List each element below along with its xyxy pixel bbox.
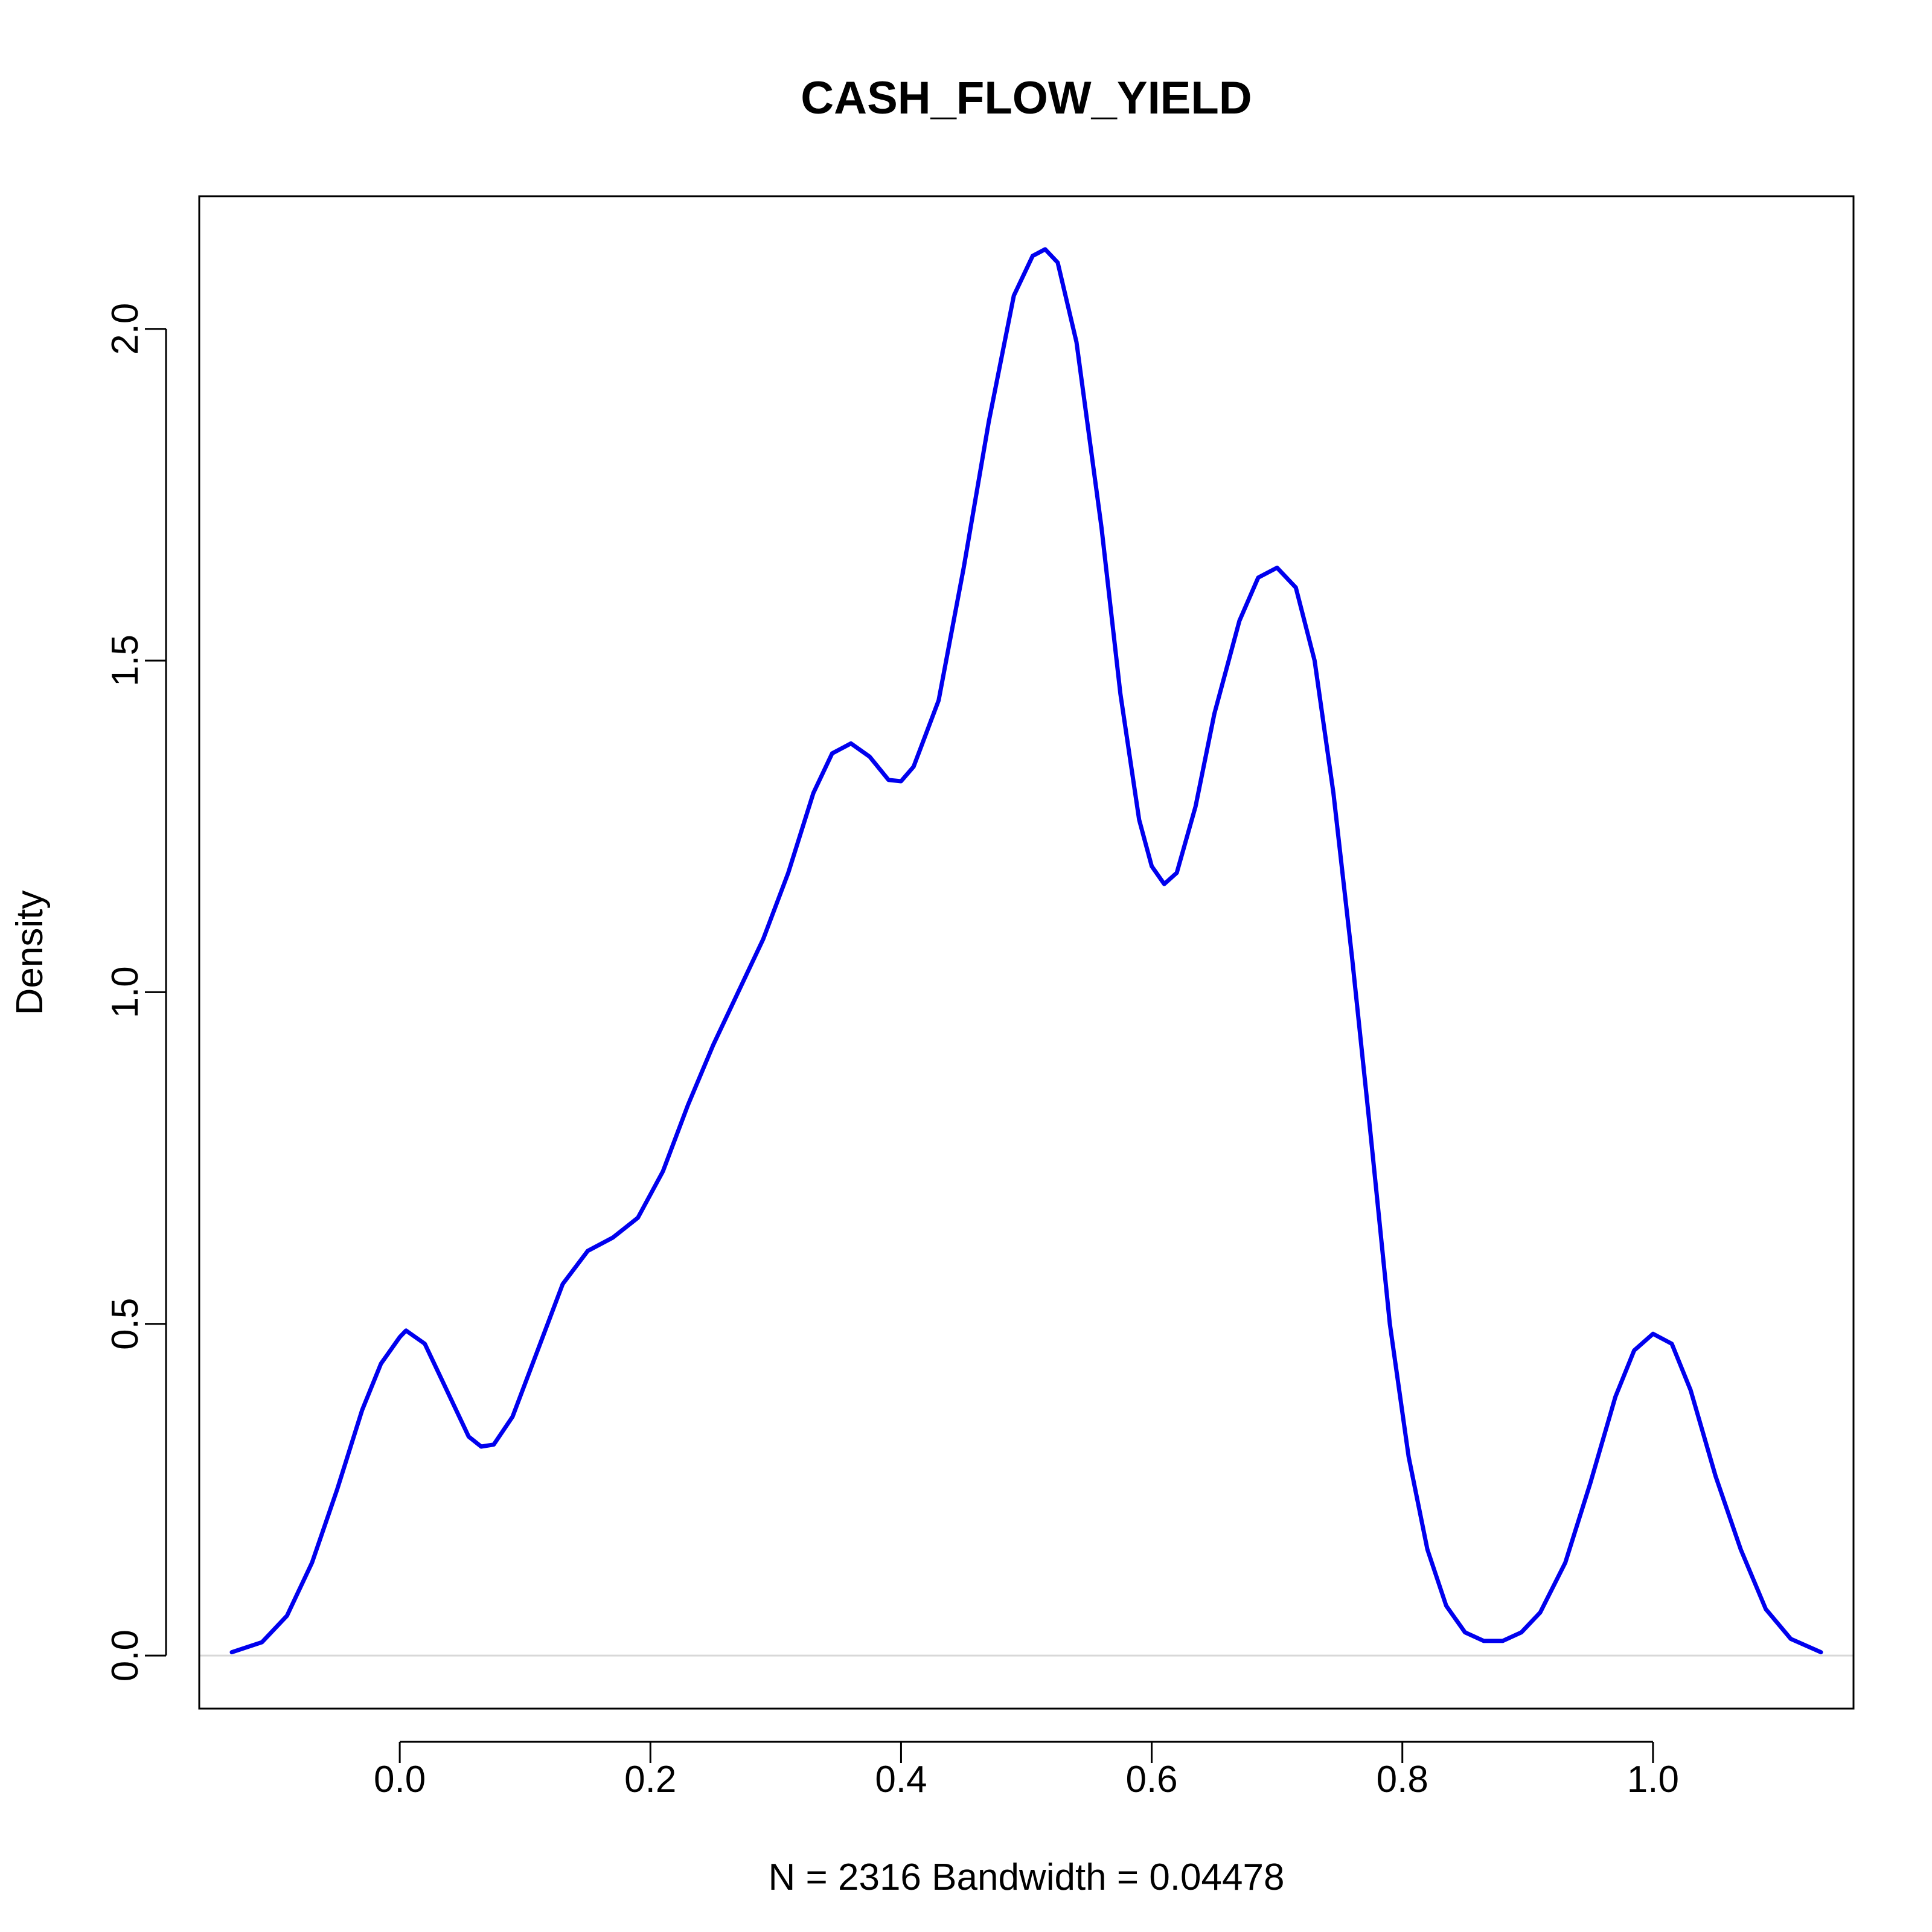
y-tick-label: 1.5 [104, 635, 146, 686]
x-tick-label: 0.8 [1377, 1759, 1428, 1800]
plot-frame [198, 195, 1855, 1710]
x-axis: 0.0 0.2 0.4 0.6 0.8 1.0 [374, 1741, 1679, 1800]
density-curve-group [229, 247, 1823, 1655]
y-tick-label: 2.0 [104, 303, 146, 355]
y-tick-label: 1.0 [104, 966, 146, 1018]
y-tick-label: 0.5 [104, 1298, 146, 1350]
y-axis-label: Density [9, 891, 51, 1016]
y-tick-label: 0.0 [104, 1630, 146, 1681]
x-axis-label: N = 2316 Bandwidth = 0.04478 [769, 1857, 1285, 1898]
chart-title: CASH_FLOW_YIELD [801, 72, 1252, 124]
x-tick-label: 0.2 [624, 1759, 676, 1800]
y-axis: 0.0 0.5 1.0 1.5 2.0 [104, 303, 167, 1681]
x-tick-label: 0.0 [374, 1759, 426, 1800]
density-curve-0 [229, 247, 1823, 1655]
x-tick-label: 0.6 [1125, 1759, 1177, 1800]
x-tick-label: 0.4 [875, 1759, 927, 1800]
x-tick-label: 1.0 [1627, 1759, 1679, 1800]
